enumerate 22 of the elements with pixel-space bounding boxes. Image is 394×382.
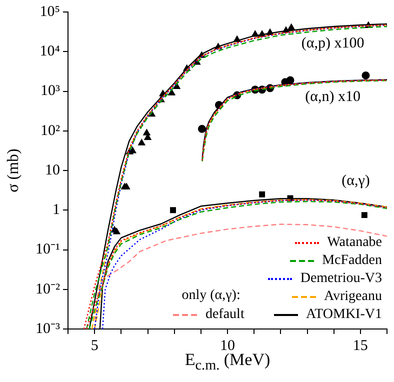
y-tick-label: 10³ xyxy=(40,83,60,100)
y-tick-label: 10⁻² xyxy=(36,281,60,298)
y-tick-label: 10⁵ xyxy=(40,4,60,20)
legend-label: Demetriou-V3 xyxy=(300,271,382,287)
legend-label: ATOMKI-V1 xyxy=(306,307,382,323)
annotation: (α,p) x100 xyxy=(301,36,364,52)
annotation: (α,γ) xyxy=(342,173,370,190)
y-tick-label: 10⁻³ xyxy=(36,320,60,337)
legend-label: default xyxy=(205,307,244,323)
y-axis-title: σ (mb) xyxy=(4,148,22,192)
annotation: only (α,γ): xyxy=(180,288,242,305)
y-tick-label: 10² xyxy=(40,122,60,139)
annotation: (α,n) x10 xyxy=(305,88,360,105)
x-tick-label: 15 xyxy=(352,338,368,354)
y-tick-label: 10⁻¹ xyxy=(36,242,60,258)
y-tick-label: 1 xyxy=(52,202,60,218)
y-tick-label: 10 xyxy=(45,162,60,178)
y-tick-label: 10⁴ xyxy=(40,44,60,60)
x-tick-label: 5 xyxy=(90,338,98,354)
legend-label: Watanabe xyxy=(327,235,382,251)
legend-label: McFadden xyxy=(322,253,382,269)
legend-label: Avrigeanu xyxy=(324,289,382,305)
